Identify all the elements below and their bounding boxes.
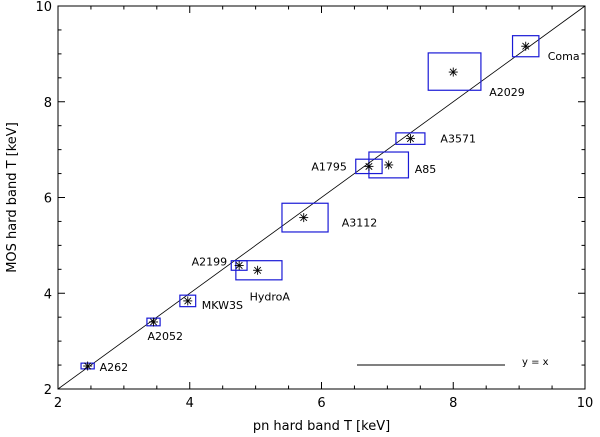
axis-ticks: 2 4 6 8 10 2 4 6 8 10 bbox=[35, 0, 593, 411]
plot-area: 2 4 6 8 10 2 4 6 8 10 A262 A2052 MKW3S A2199 HydroA A3… bbox=[35, 0, 593, 411]
error-box bbox=[511, 35, 540, 58]
data-point-marker bbox=[253, 265, 263, 275]
point-label: A2199 bbox=[192, 255, 228, 268]
y-tick-label: 10 bbox=[35, 0, 52, 15]
y-tick-label: 6 bbox=[44, 192, 52, 207]
data-point-marker bbox=[234, 260, 244, 270]
x-tick-label: 2 bbox=[54, 396, 62, 411]
error-boxes bbox=[80, 35, 540, 370]
data-point-marker bbox=[521, 41, 531, 51]
y-tick-label: 4 bbox=[44, 287, 52, 302]
data-point-marker bbox=[299, 213, 309, 223]
point-label: A1795 bbox=[311, 160, 347, 173]
point-label: A3571 bbox=[440, 133, 476, 146]
data-point-marker bbox=[405, 134, 415, 144]
point-label: A262 bbox=[100, 361, 129, 374]
x-tick-label: 6 bbox=[317, 396, 325, 411]
point-label: A3112 bbox=[342, 217, 378, 230]
point-label: A2052 bbox=[148, 330, 184, 343]
error-box bbox=[281, 202, 329, 233]
error-box bbox=[179, 294, 197, 308]
data-point-marker bbox=[149, 317, 159, 327]
data-points bbox=[83, 41, 531, 371]
identity-line bbox=[57, 5, 586, 390]
point-label: A2029 bbox=[489, 86, 525, 99]
data-point-marker bbox=[83, 361, 93, 371]
point-label: MKW3S bbox=[202, 299, 243, 312]
legend: y = x bbox=[357, 357, 549, 368]
x-tick-label: 8 bbox=[449, 396, 457, 411]
error-box bbox=[395, 132, 426, 145]
point-label: HydroA bbox=[250, 290, 291, 303]
y-tick-label: 8 bbox=[44, 96, 52, 111]
x-tick-label: 10 bbox=[577, 396, 594, 411]
y-tick-label: 2 bbox=[44, 383, 52, 398]
x-axis-label: pn hard band T [keV] bbox=[253, 419, 390, 434]
legend-label: y = x bbox=[522, 357, 549, 368]
x-tick-label: 4 bbox=[186, 396, 194, 411]
data-point-marker bbox=[364, 161, 374, 171]
point-labels: A262 A2052 MKW3S A2199 HydroA A3112 A1795 A85 A3… bbox=[100, 50, 580, 374]
point-label: Coma bbox=[548, 50, 580, 63]
error-box bbox=[235, 260, 283, 281]
y-axis-label: MOS hard band T [keV] bbox=[5, 122, 20, 273]
point-label: A85 bbox=[415, 163, 437, 176]
data-point-marker bbox=[384, 160, 394, 170]
error-box bbox=[427, 52, 482, 91]
data-point-marker bbox=[448, 67, 458, 77]
data-point-marker bbox=[183, 296, 193, 306]
